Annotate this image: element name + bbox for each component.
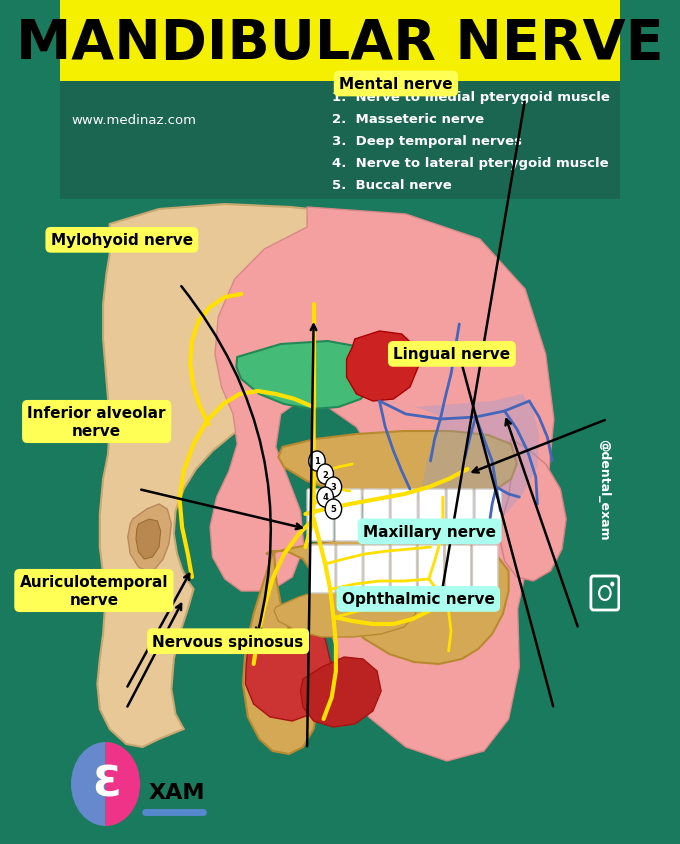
FancyBboxPatch shape — [364, 545, 390, 593]
Polygon shape — [210, 208, 554, 761]
Circle shape — [325, 500, 341, 519]
FancyBboxPatch shape — [475, 490, 501, 541]
Polygon shape — [347, 332, 418, 402]
Text: Maxillary nerve: Maxillary nerve — [363, 524, 496, 539]
Text: 3.  Deep temporal nerves: 3. Deep temporal nerves — [332, 134, 522, 148]
Circle shape — [317, 464, 333, 484]
Text: Mental nerve: Mental nerve — [339, 77, 453, 92]
Polygon shape — [245, 621, 332, 721]
Text: MANDIBULAR NERVE: MANDIBULAR NERVE — [16, 17, 664, 71]
Circle shape — [610, 582, 614, 587]
Polygon shape — [243, 555, 317, 754]
Text: Auriculotemporal
nerve: Auriculotemporal nerve — [20, 575, 168, 607]
Polygon shape — [377, 394, 539, 544]
FancyBboxPatch shape — [391, 490, 418, 541]
Polygon shape — [274, 582, 415, 637]
Polygon shape — [237, 342, 377, 409]
FancyBboxPatch shape — [335, 490, 361, 541]
Text: 3: 3 — [330, 483, 337, 492]
Text: 1.  Nerve to medial pterygoid muscle: 1. Nerve to medial pterygoid muscle — [332, 90, 610, 103]
Wedge shape — [71, 742, 105, 826]
Text: 4: 4 — [322, 493, 328, 502]
Wedge shape — [105, 742, 140, 826]
FancyBboxPatch shape — [445, 545, 471, 593]
Text: www.medinaz.com: www.medinaz.com — [72, 113, 197, 127]
Polygon shape — [301, 657, 381, 728]
Text: Ɛ: Ɛ — [92, 763, 122, 805]
FancyBboxPatch shape — [447, 490, 473, 541]
Text: @dental_exam: @dental_exam — [597, 439, 610, 540]
Text: Ophthalmic nerve: Ophthalmic nerve — [342, 592, 495, 607]
Polygon shape — [136, 519, 160, 560]
Text: 4.  Nerve to lateral pterygoid muscle: 4. Nerve to lateral pterygoid muscle — [332, 156, 609, 170]
Text: Lingual nerve: Lingual nerve — [393, 347, 511, 362]
Text: 5: 5 — [330, 505, 337, 514]
Text: 5.  Buccal nerve: 5. Buccal nerve — [332, 178, 452, 192]
FancyBboxPatch shape — [337, 545, 362, 593]
Text: Inferior alveolar
nerve: Inferior alveolar nerve — [27, 406, 166, 438]
Circle shape — [325, 478, 341, 497]
FancyBboxPatch shape — [473, 545, 498, 593]
Text: Nervous spinosus: Nervous spinosus — [152, 634, 304, 649]
Circle shape — [317, 488, 333, 507]
Text: 2: 2 — [322, 470, 328, 479]
Polygon shape — [97, 205, 525, 747]
Polygon shape — [128, 505, 171, 571]
FancyBboxPatch shape — [307, 490, 333, 541]
FancyBboxPatch shape — [418, 545, 443, 593]
Polygon shape — [278, 431, 517, 500]
FancyBboxPatch shape — [309, 545, 335, 593]
Text: Mylohyoid nerve: Mylohyoid nerve — [51, 233, 193, 248]
FancyBboxPatch shape — [391, 545, 417, 593]
Text: 1: 1 — [314, 457, 320, 466]
FancyBboxPatch shape — [61, 0, 619, 82]
Text: XAM: XAM — [148, 782, 205, 802]
Text: 2.  Masseteric nerve: 2. Masseteric nerve — [332, 112, 484, 126]
FancyBboxPatch shape — [363, 490, 390, 541]
FancyBboxPatch shape — [419, 490, 445, 541]
Polygon shape — [266, 539, 509, 664]
Circle shape — [309, 452, 325, 472]
Polygon shape — [500, 440, 566, 582]
FancyBboxPatch shape — [61, 82, 619, 200]
